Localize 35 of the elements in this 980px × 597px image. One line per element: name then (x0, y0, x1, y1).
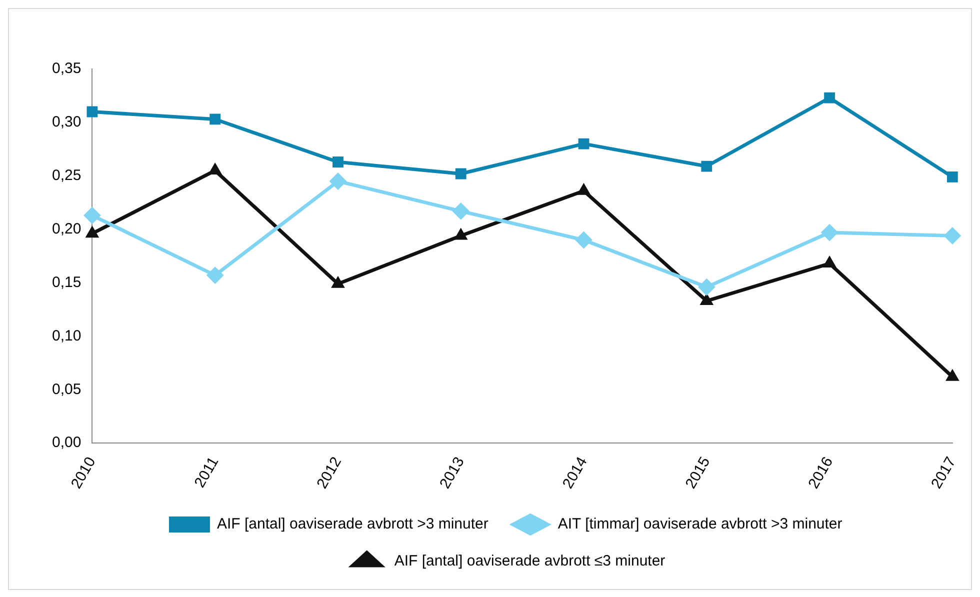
point (454, 228, 468, 240)
point (822, 256, 836, 268)
point (206, 266, 224, 284)
point (824, 92, 835, 104)
point (332, 156, 344, 168)
point (208, 163, 222, 175)
point (698, 278, 716, 296)
point (86, 106, 98, 118)
point (455, 168, 466, 180)
y-tick-label: 0,25 (52, 167, 82, 184)
y-tick-label: 0,20 (52, 220, 82, 238)
y-tick-label: 0,00 (52, 434, 82, 452)
point (578, 138, 590, 150)
point (577, 183, 590, 195)
point (946, 369, 959, 381)
legend-label: AIF [antal] oaviserade avbrott ≤3 minuter (394, 552, 666, 570)
legend-label: AIF [antal] oaviserade avbrott >3 minuter (216, 516, 488, 533)
y-tick-label: 0,10 (52, 327, 82, 344)
y-tick-label: 0,30 (52, 114, 82, 131)
legend-label: AIT [timmar] oaviserade avbrott >3 minuter (558, 516, 842, 533)
y-tick-label: 0,15 (52, 274, 82, 291)
point (821, 224, 838, 242)
point (331, 276, 345, 288)
point (575, 232, 592, 249)
point (701, 160, 712, 172)
y-tick-label: 0,05 (52, 380, 82, 398)
point (946, 172, 958, 182)
point (452, 202, 470, 220)
y-tick-label: 0,35 (52, 60, 82, 78)
point (86, 226, 99, 238)
point (210, 114, 221, 125)
point (700, 293, 714, 305)
point (84, 206, 101, 224)
point (944, 227, 961, 244)
point (329, 172, 346, 190)
